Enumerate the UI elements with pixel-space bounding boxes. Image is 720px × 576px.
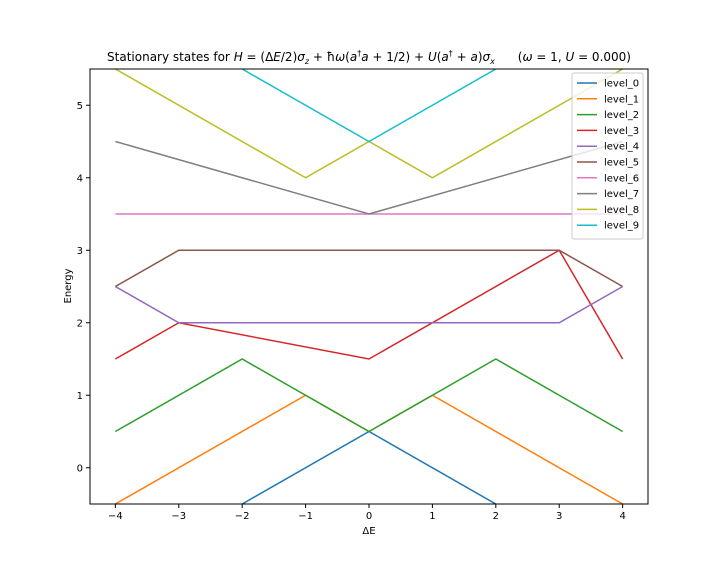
x-tick-label: −2 (235, 511, 250, 522)
legend: level_0 level_1 level_2 level_3 level_4level… (571, 72, 644, 240)
legend-label-level_4: level_4 (604, 142, 639, 153)
series-line-level_8 (114, 69, 624, 179)
x-tick-label: −3 (171, 511, 186, 522)
x-tick-label: 0 (366, 511, 372, 522)
y-tick-label: 1 (77, 391, 83, 402)
x-axis: −4 −3 −2 −1 0 1 2 3 4 (108, 504, 626, 522)
legend-label-level_6: level_6 (604, 173, 639, 184)
legend-label-level_8: level_8 (604, 205, 639, 216)
y-tick-label: 0 (77, 463, 83, 474)
x-axis-label: ΔE (362, 526, 375, 537)
x-tick-label: −1 (298, 511, 313, 522)
y-tick-label: 5 (77, 101, 83, 112)
legend-label-level_5: level_5 (604, 158, 639, 169)
x-tick-label: 1 (429, 511, 435, 522)
series-line-level_1 (114, 394, 624, 504)
legend-label-level_2: level_2 (604, 110, 639, 121)
y-tick-label: 2 (77, 318, 83, 329)
plot-frame (89, 68, 649, 505)
series-line-level_9 (241, 69, 497, 143)
series-line-level_5 (114, 249, 624, 288)
series-line-level_7 (115, 140, 623, 215)
plot-lines (114, 69, 624, 504)
x-tick-label: 4 (619, 511, 625, 522)
y-axis: 0 1 2 3 4 5 (77, 101, 90, 474)
x-tick-label: 3 (556, 511, 562, 522)
x-tick-label: 2 (493, 511, 499, 522)
x-tick-label: −4 (108, 511, 123, 522)
legend-label-level_9: level_9 (604, 221, 639, 232)
legend-label-level_7: level_7 (604, 189, 639, 200)
series-line-level_4 (114, 285, 624, 324)
series-line-level_3 (114, 249, 624, 360)
legend-label-level_3: level_3 (604, 126, 639, 137)
y-axis-label: Energy (63, 268, 74, 303)
series-line-level_0 (241, 430, 497, 504)
series-line-level_2 (114, 358, 624, 433)
chart-title: Stationary states for H = (ΔE/2)σz + ħω(… (107, 49, 631, 66)
y-tick-label: 4 (77, 173, 83, 184)
y-tick-label: 3 (77, 246, 83, 257)
legend-label-level_0: level_0 (604, 79, 639, 90)
legend-label-level_1: level_1 (604, 94, 639, 105)
